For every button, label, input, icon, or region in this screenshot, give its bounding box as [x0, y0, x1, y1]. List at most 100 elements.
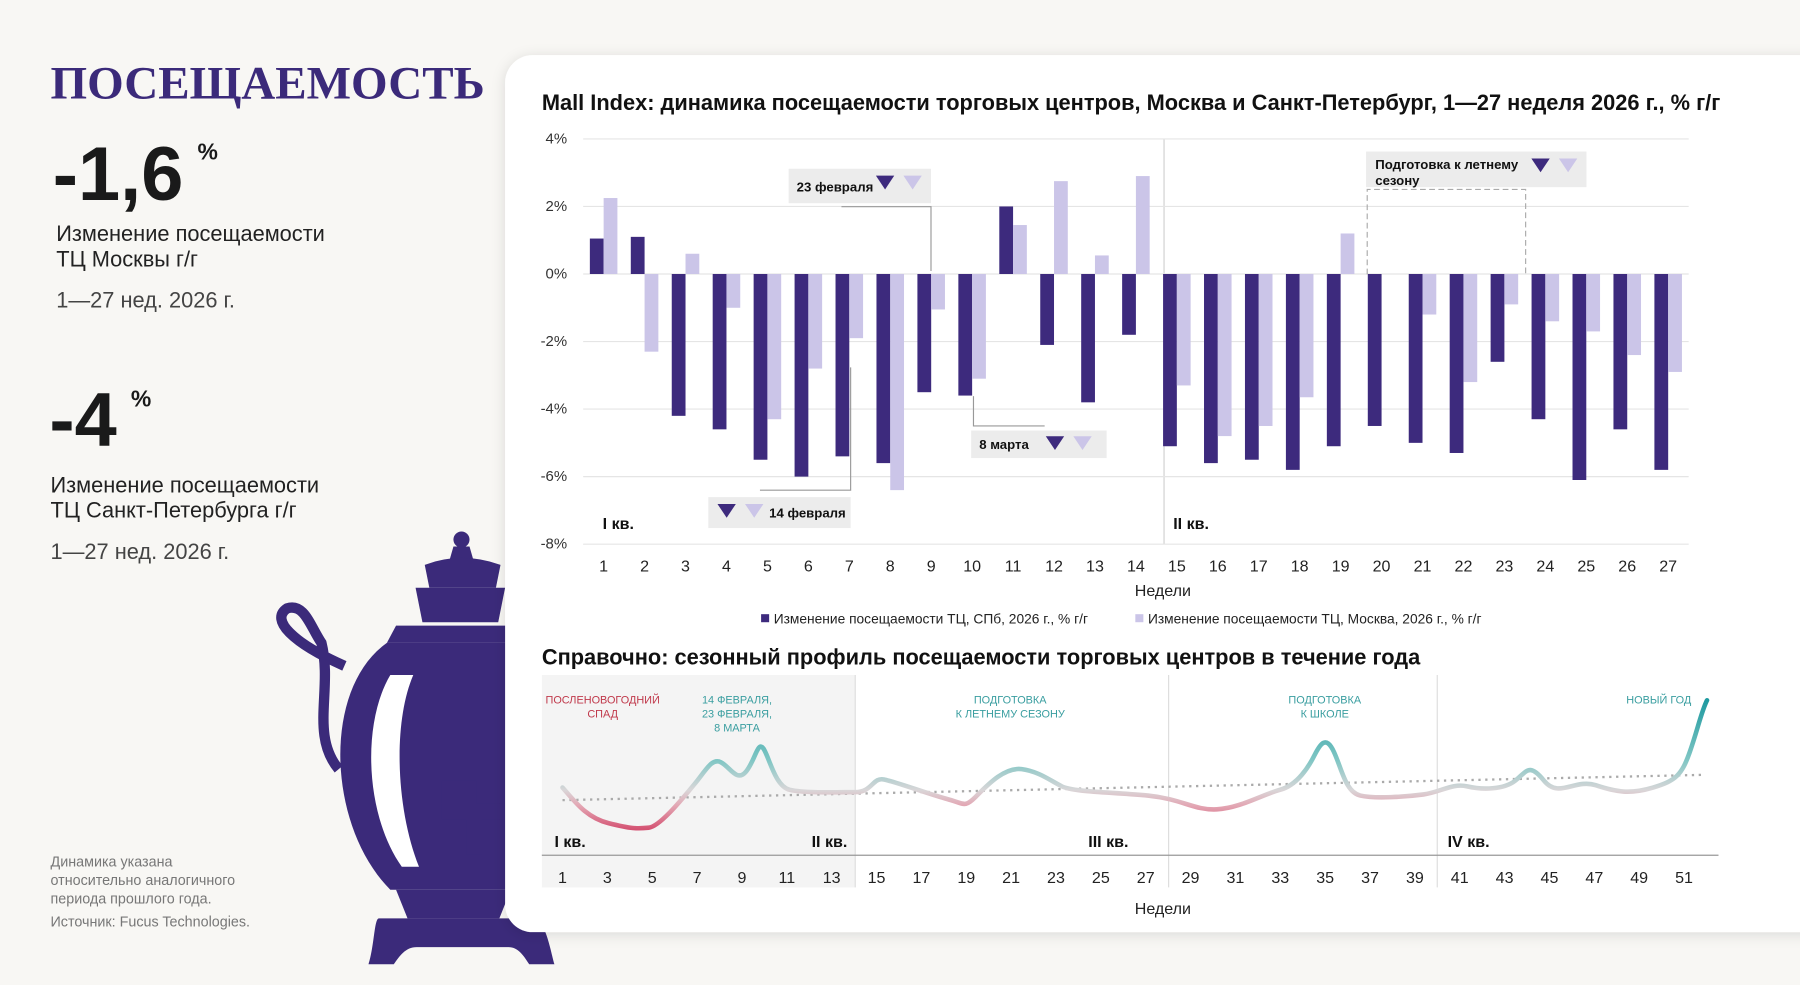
kpi-unit: %	[131, 385, 151, 411]
x-tick-label: 37	[1361, 869, 1379, 887]
annotation-box	[1366, 151, 1587, 188]
bar	[1258, 274, 1273, 426]
bar	[1122, 274, 1136, 335]
seasonal-profile-curve	[560, 697, 1710, 831]
x-tick-label: 35	[1316, 869, 1334, 887]
bar	[1531, 274, 1546, 420]
bar	[1040, 274, 1055, 345]
bar	[1654, 274, 1669, 470]
x-tick-label: 25	[1577, 558, 1595, 576]
kpi-label: Изменение посещаемости	[51, 473, 320, 498]
quarter-label: II кв.	[812, 833, 848, 851]
kpi-value: -4	[49, 377, 116, 462]
bar	[1367, 274, 1382, 426]
annotation: 23 ФЕВРАЛЯ,	[702, 709, 772, 721]
annotation: НОВЫЙ ГОД	[1626, 694, 1692, 707]
annotation-box	[708, 497, 851, 529]
x-tick-label: 13	[1086, 558, 1104, 576]
bar	[1054, 181, 1068, 275]
page-title: ПОСЕЩАЕМОСТЬ	[51, 58, 485, 110]
quarter-label: III кв.	[1088, 833, 1128, 851]
connector	[972, 396, 1045, 427]
bar	[726, 274, 741, 308]
x-tick-label: 19	[957, 869, 975, 887]
x-tick-label: 9	[927, 558, 936, 576]
bar	[999, 206, 1014, 275]
bar	[1572, 274, 1587, 480]
annotations: 23 февраля 14 февраля 8 марта Подготовка…	[708, 151, 1587, 529]
quarter-label: II кв.	[1173, 515, 1209, 533]
footnote: Динамика указана	[51, 855, 173, 871]
annotation: ПОДГОТОВКА	[974, 695, 1047, 707]
bar	[1326, 274, 1341, 447]
x-tick-label: 26	[1618, 558, 1636, 576]
x-tick-label: 25	[1092, 869, 1110, 887]
bar	[849, 274, 864, 339]
kpi-period: 1—27 нед. 2026 г.	[51, 539, 230, 564]
bar	[1217, 274, 1232, 437]
bar	[1094, 255, 1109, 275]
x-tick-label: 8	[886, 558, 895, 576]
kpi-unit: %	[197, 139, 217, 165]
x-tick-label: 7	[845, 558, 854, 576]
x-tick-label: 11	[778, 869, 795, 887]
legend-label: Изменение посещаемости ТЦ, СПб, 2026 г.,…	[774, 611, 1088, 626]
x-tick-label: 24	[1536, 558, 1554, 576]
y-tick-label: -6%	[541, 468, 568, 485]
x-tick-label: 4	[722, 558, 731, 576]
bar	[876, 274, 891, 464]
connector	[841, 206, 932, 271]
bar	[1545, 274, 1560, 322]
bar	[808, 274, 823, 369]
y-tick-label: -2%	[541, 333, 568, 350]
x-tick-label: 12	[1045, 558, 1063, 576]
x-tick-label: 18	[1291, 558, 1309, 576]
x-tick-label: 31	[1226, 869, 1244, 887]
annotation: 23 февраля	[797, 180, 874, 195]
x-tick-label: 1	[558, 869, 567, 887]
x-tick-label: 22	[1455, 558, 1473, 576]
bar	[1408, 274, 1423, 443]
y-tick-label: 4%	[546, 131, 568, 148]
x-tick-label: 23	[1047, 869, 1065, 887]
annotation: СПАД	[587, 709, 618, 721]
y-tick-label: -4%	[541, 401, 568, 418]
x-tick-label: 15	[1168, 558, 1186, 576]
bar	[767, 274, 782, 420]
bar	[1463, 274, 1478, 383]
x-tick-label: 19	[1332, 558, 1350, 576]
annotation: сезону	[1375, 173, 1420, 188]
bar	[1204, 274, 1218, 464]
y-tick-label: 0%	[546, 266, 568, 283]
footnote: периода прошлого года.	[51, 891, 212, 907]
bar	[890, 274, 905, 491]
bar	[1586, 274, 1601, 332]
x-tick-label: 43	[1496, 869, 1514, 887]
x-tick-label: 29	[1182, 869, 1200, 887]
y-tick-label: -8%	[541, 536, 568, 553]
quarter-label: I кв.	[603, 515, 634, 533]
x-tick-label: 33	[1271, 869, 1289, 887]
chart-title: Справочно: сезонный профиль посещаемости…	[542, 645, 1421, 670]
bracket	[1366, 188, 1527, 275]
x-tick-label: 21	[1414, 558, 1432, 576]
x-tick-label: 39	[1406, 869, 1424, 887]
x-tick-label: 5	[763, 558, 772, 576]
annotation-box	[788, 168, 931, 204]
bar-plot: 4%2%0%-2%-4%-6%-8%1 2 3 4 5 6 7 8 9 10 11 12 13 14 15 1…	[541, 131, 1689, 626]
legend-swatch	[1135, 614, 1144, 623]
quarter-label: I кв.	[554, 833, 585, 851]
x-tick-label: 15	[868, 869, 886, 887]
bar	[1422, 274, 1437, 315]
annotation: ПОДГОТОВКА	[1288, 695, 1361, 707]
x-tick-label: 16	[1209, 558, 1227, 576]
y-tick-label: 2%	[546, 198, 568, 215]
annotation: 14 ФЕВРАЛЯ,	[702, 695, 772, 707]
connector	[759, 367, 852, 491]
x-tick-label: 47	[1585, 869, 1603, 887]
legend-label: Изменение посещаемости ТЦ, Москва, 2026 …	[1148, 611, 1482, 626]
chart-title: Mall Index: динамика посещаемости торгов…	[542, 90, 1720, 115]
x-axis-label: Недели	[1135, 582, 1191, 600]
footnote: относительно аналогичного	[51, 873, 236, 889]
